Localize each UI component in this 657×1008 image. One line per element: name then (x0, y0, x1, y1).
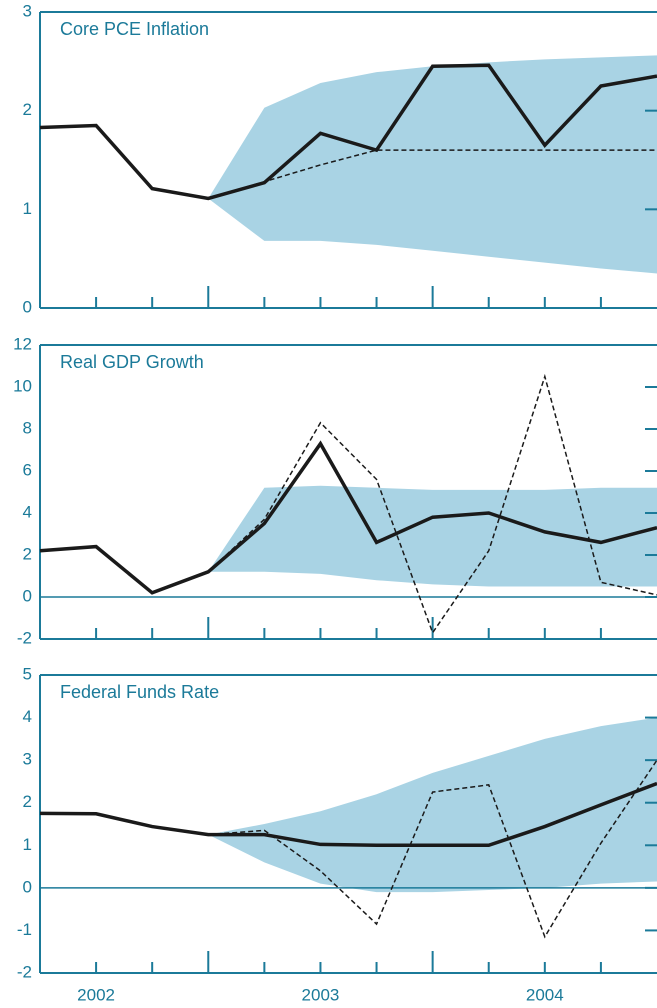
projection-line (208, 759, 657, 939)
y-tick-label: 0 (23, 586, 32, 605)
forecast-band (208, 485, 657, 587)
y-tick-label: 6 (23, 460, 32, 479)
y-tick-label: 1 (23, 199, 32, 218)
y-tick-label: 12 (13, 334, 32, 353)
y-tick-label: 10 (13, 376, 32, 395)
y-tick-label: -2 (17, 628, 32, 647)
y-tick-label: -1 (17, 920, 32, 939)
y-tick-label: 0 (23, 877, 32, 896)
y-tick-label: 2 (23, 792, 32, 811)
x-tick-label: 2004 (526, 985, 564, 1004)
projection-line (207, 373, 657, 635)
forecast-band (208, 55, 657, 274)
actual-line (39, 781, 657, 848)
projection-line (208, 149, 657, 200)
forecast-band (208, 717, 657, 893)
x-tick-label: 2003 (302, 985, 340, 1004)
y-tick-label: 2 (23, 544, 32, 563)
actual-line (39, 440, 657, 595)
x-tick-label: 2002 (77, 985, 115, 1004)
y-tick-label: 8 (23, 418, 32, 437)
y-tick-label: 4 (23, 707, 32, 726)
y-tick-label: -2 (17, 962, 32, 981)
y-tick-label: 5 (23, 664, 32, 683)
y-tick-label: 1 (23, 835, 32, 854)
panel-title: Core PCE Inflation (60, 19, 209, 39)
y-tick-label: 4 (23, 502, 32, 521)
panel-title: Federal Funds Rate (60, 682, 219, 702)
y-tick-label: 2 (23, 100, 32, 119)
y-tick-label: 3 (23, 1, 32, 20)
actual-line (39, 63, 657, 201)
y-tick-label: 3 (23, 750, 32, 769)
y-tick-label: 0 (23, 297, 32, 316)
panel-title: Real GDP Growth (60, 352, 204, 372)
